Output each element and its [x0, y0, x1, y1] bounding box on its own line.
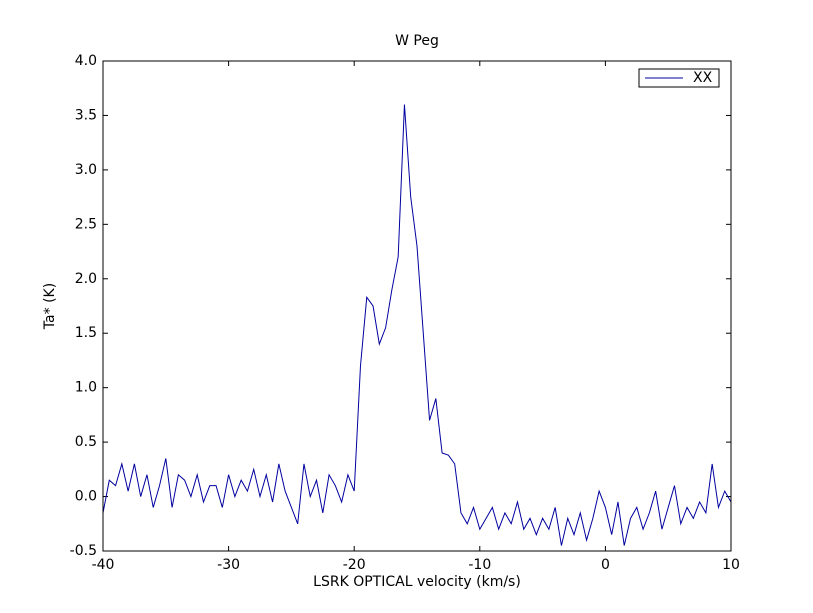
y-tick-label: 4.0: [75, 53, 97, 69]
plot-frame: [102, 60, 732, 552]
x-tick-label: -20: [343, 557, 366, 573]
x-axis-label: LSRK OPTICAL velocity (km/s): [313, 574, 521, 590]
y-axis-label: Ta* (K): [42, 283, 58, 330]
data-line: [103, 104, 731, 546]
y-tick-label: -0.5: [70, 543, 97, 559]
chart-title: W Peg: [395, 33, 439, 49]
x-tick-label: -30: [217, 557, 240, 573]
y-tick-label: 3.0: [75, 162, 97, 178]
y-tick-label: 1.5: [75, 325, 97, 341]
y-tick-label: 2.0: [75, 271, 97, 287]
y-tick-label: 0.5: [75, 434, 97, 450]
x-tick-label: 0: [601, 557, 610, 573]
legend-label: XX: [693, 70, 713, 86]
y-tick-label: 1.0: [75, 380, 97, 396]
x-tick-label: -10: [468, 557, 491, 573]
x-tick-label: -40: [92, 557, 115, 573]
y-tick-label: 2.5: [75, 216, 97, 232]
y-tick-label: 0.0: [75, 489, 97, 505]
x-tick-label: 10: [722, 557, 740, 573]
y-tick-label: 3.5: [75, 107, 97, 123]
